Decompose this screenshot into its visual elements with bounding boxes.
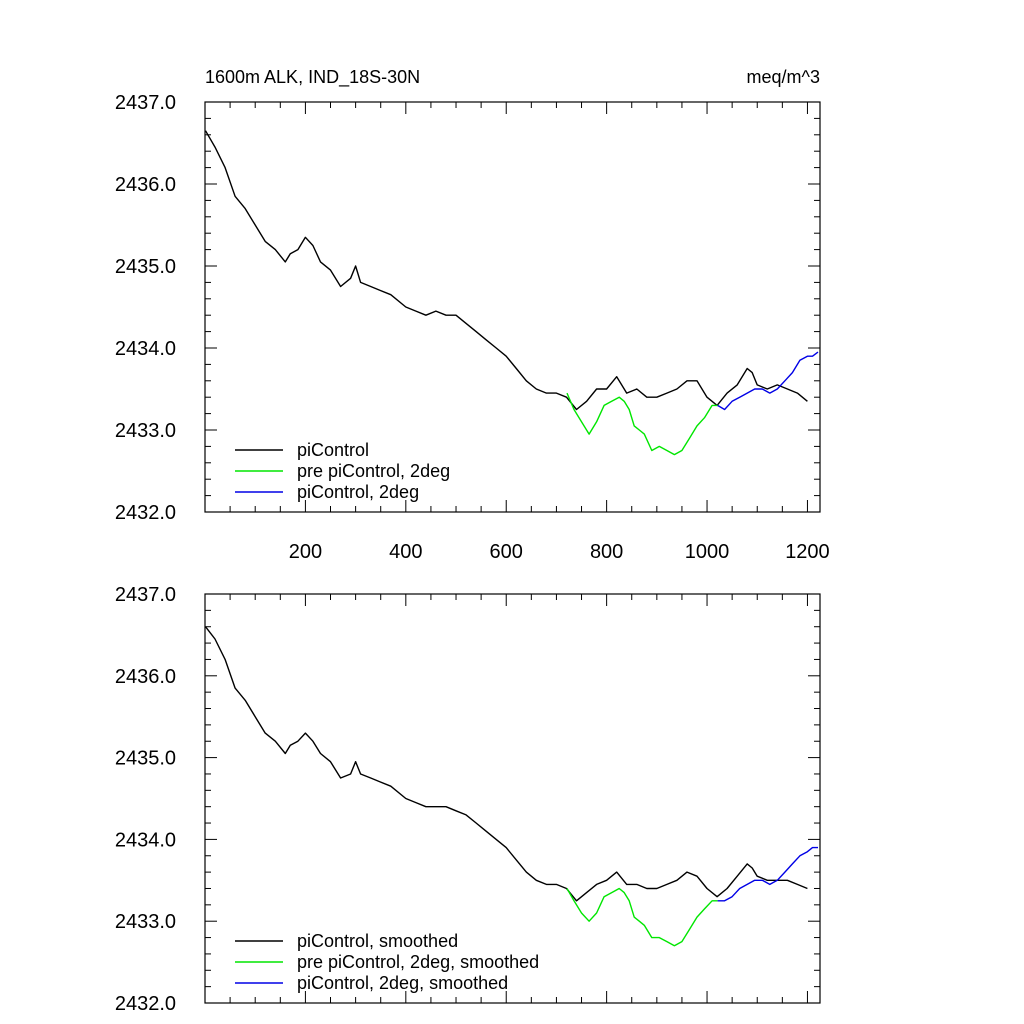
x-tick-label: 1000 <box>685 541 730 563</box>
top-panel: 2432.0 2433.0 2434.0 2435.0 2436.0 2437.0 200 4… <box>115 67 830 563</box>
units-label: meq/m^3 <box>747 67 820 87</box>
y-tick-label: 2432.0 <box>115 502 176 524</box>
legend-label: pre piControl, 2deg, smoothed <box>297 952 539 972</box>
legend-label: piControl, smoothed <box>297 931 458 951</box>
y-tick-label: 2434.0 <box>115 829 176 851</box>
series-line <box>204 130 808 411</box>
series-line <box>566 887 718 947</box>
y-tick-label: 2436.0 <box>115 666 176 688</box>
bottom-panel: 2432.0 2433.0 2434.0 2435.0 2436.0 2437.0 piCo… <box>115 584 821 1015</box>
legend-label: pre piControl, 2deg <box>297 461 450 481</box>
x-tick-label: 1200 <box>785 541 830 563</box>
legend-label: piControl, 2deg, smoothed <box>297 973 508 993</box>
x-tick-label: 800 <box>590 541 623 563</box>
y-tick-label: 2435.0 <box>115 256 176 278</box>
y-tick-label: 2437.0 <box>115 92 176 114</box>
series-line <box>717 846 818 902</box>
legend-label: piControl <box>297 440 369 460</box>
chart-title: 1600m ALK, IND_18S-30N <box>205 67 420 88</box>
y-tick-label: 2434.0 <box>115 338 176 360</box>
y-tick-label: 2436.0 <box>115 174 176 196</box>
y-tick-label: 2433.0 <box>115 911 176 933</box>
y-tick-label: 2433.0 <box>115 420 176 442</box>
y-tick-label: 2432.0 <box>115 993 176 1015</box>
plot-frame <box>204 593 821 1004</box>
series-line <box>204 626 808 902</box>
legend-label: piControl, 2deg <box>297 482 419 502</box>
y-tick-label: 2437.0 <box>115 584 176 606</box>
x-tick-label: 600 <box>490 541 523 563</box>
y-tick-label: 2435.0 <box>115 748 176 770</box>
series-line <box>717 351 819 411</box>
x-tick-label: 400 <box>389 541 422 563</box>
plot-frame <box>204 101 821 513</box>
series-line <box>566 392 718 456</box>
x-tick-label: 200 <box>289 541 322 563</box>
